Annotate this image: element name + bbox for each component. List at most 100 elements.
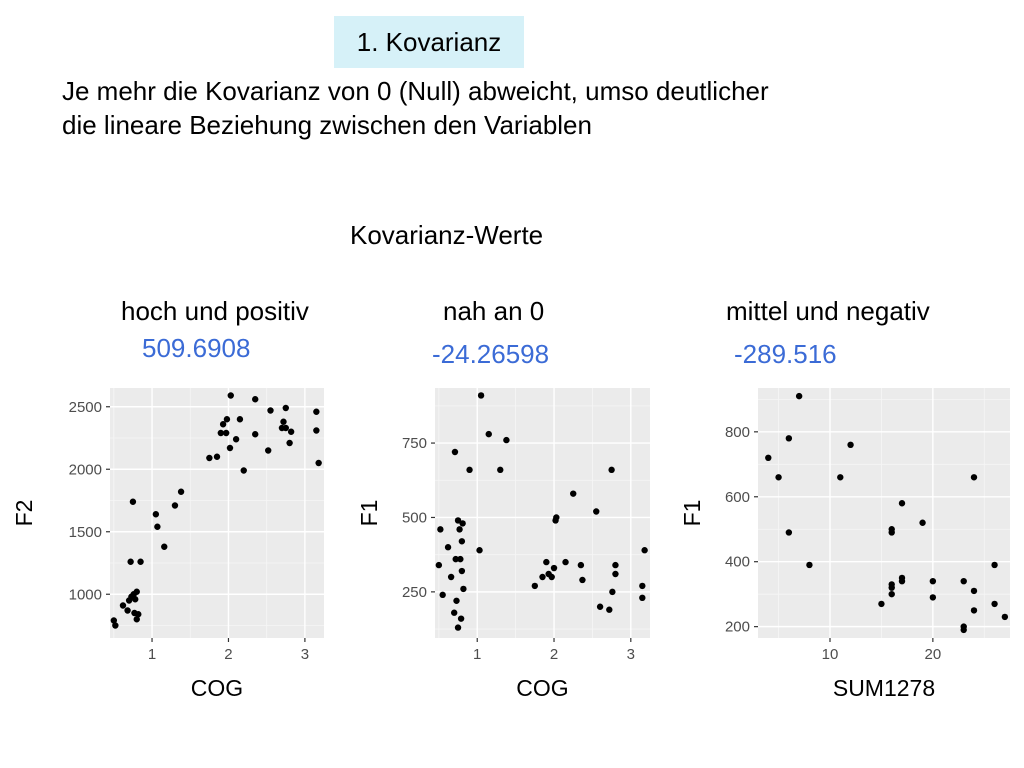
x-tick-label: 2 xyxy=(224,646,232,663)
data-point xyxy=(497,466,504,474)
data-point xyxy=(847,441,854,449)
data-point xyxy=(227,392,234,399)
data-point xyxy=(124,607,131,614)
x-tick-label: 1 xyxy=(473,646,481,663)
y-tick-label: 800 xyxy=(725,424,750,441)
data-point xyxy=(466,466,473,474)
data-point xyxy=(154,523,161,530)
plot-panel xyxy=(758,388,1010,638)
data-point xyxy=(132,596,139,603)
data-point xyxy=(806,561,813,569)
data-point xyxy=(127,558,134,565)
data-point xyxy=(477,392,485,399)
data-point xyxy=(596,603,604,610)
data-point xyxy=(898,500,906,507)
data-point xyxy=(454,517,462,524)
data-point xyxy=(960,623,967,630)
data-point xyxy=(452,555,459,563)
data-point xyxy=(456,526,463,533)
x-axis-title: COG xyxy=(191,675,243,701)
data-point xyxy=(550,564,558,572)
data-point xyxy=(570,490,577,497)
data-point xyxy=(609,588,616,596)
data-point xyxy=(888,526,895,533)
covariance-value-1: 509.6908 xyxy=(142,333,251,363)
y-tick-label: 750 xyxy=(402,435,427,452)
plot-panel xyxy=(110,388,324,638)
y-tick-label: 2500 xyxy=(69,399,102,416)
caption-chart-1: hoch und positiv xyxy=(121,296,309,326)
scatter-chart-2: 1 2 3 250 500 750 COG F1 xyxy=(356,388,650,701)
x-tick-label: 3 xyxy=(301,646,309,663)
y-tick-label: 1500 xyxy=(69,524,102,541)
data-point xyxy=(213,453,221,460)
data-point xyxy=(265,447,272,454)
data-point xyxy=(137,558,144,565)
data-point xyxy=(608,466,615,474)
data-point xyxy=(539,573,546,581)
data-point xyxy=(459,520,466,527)
data-point xyxy=(457,555,464,563)
data-point xyxy=(444,544,452,551)
caption-chart-3: mittel und negativ xyxy=(726,296,930,326)
data-point xyxy=(991,561,998,569)
data-point xyxy=(110,617,118,624)
data-point xyxy=(639,582,646,590)
covariance-value-2: -24.26598 xyxy=(432,339,550,369)
data-point xyxy=(447,573,455,581)
subtitle: Kovarianz-Werte xyxy=(350,220,544,250)
scatter-chart-3: 10 20 200 400 600 800 SUM1278 F1 xyxy=(679,388,1010,701)
scatter-chart-1: 1 2 3 1000 1500 2000 2500 COG F2 xyxy=(11,388,324,701)
data-point xyxy=(639,594,646,602)
data-point xyxy=(548,573,555,581)
data-point xyxy=(177,488,185,495)
data-point xyxy=(206,454,213,462)
data-point xyxy=(785,529,793,536)
data-point xyxy=(171,502,179,509)
data-point xyxy=(458,538,466,545)
data-point xyxy=(219,421,227,428)
data-point xyxy=(286,439,293,447)
data-point xyxy=(593,508,600,515)
x-axis-title: COG xyxy=(516,675,568,701)
data-point xyxy=(152,511,160,518)
data-point xyxy=(119,602,127,609)
data-point xyxy=(129,498,137,505)
data-point xyxy=(553,514,560,521)
y-tick-label: 2000 xyxy=(69,461,102,478)
intro-text: Je mehr die Kovarianz von 0 (Null) abwei… xyxy=(62,74,962,142)
data-point xyxy=(970,607,978,614)
data-point xyxy=(577,561,585,569)
data-point xyxy=(476,547,483,554)
x-tick-label: 20 xyxy=(925,646,942,663)
section-badge: 1. Kovarianz xyxy=(334,16,524,68)
data-point xyxy=(313,408,320,415)
x-axis-title: SUM1278 xyxy=(833,675,935,701)
y-axis-title: F1 xyxy=(356,500,382,527)
data-point xyxy=(252,431,259,438)
data-point xyxy=(435,561,443,569)
data-point xyxy=(161,543,168,550)
data-point xyxy=(612,570,619,578)
data-point xyxy=(929,577,937,585)
data-point xyxy=(888,590,895,598)
data-point xyxy=(878,600,885,608)
data-point xyxy=(543,558,550,566)
data-point xyxy=(485,430,492,438)
data-point xyxy=(240,467,247,474)
data-point xyxy=(133,588,140,595)
data-point xyxy=(606,606,613,613)
data-point xyxy=(970,474,978,481)
data-point xyxy=(991,600,998,608)
data-point xyxy=(970,587,978,595)
intro-line-1: Je mehr die Kovarianz von 0 (Null) abwei… xyxy=(62,76,769,106)
x-tick-label: 10 xyxy=(822,646,839,663)
data-point xyxy=(282,404,289,412)
data-point xyxy=(453,597,460,604)
covariance-value-3: -289.516 xyxy=(734,339,837,369)
data-point xyxy=(929,594,937,601)
intro-line-2: die lineare Beziehung zwischen den Varia… xyxy=(62,110,592,140)
data-point xyxy=(454,624,462,631)
data-point xyxy=(287,428,295,435)
data-point xyxy=(236,416,244,423)
